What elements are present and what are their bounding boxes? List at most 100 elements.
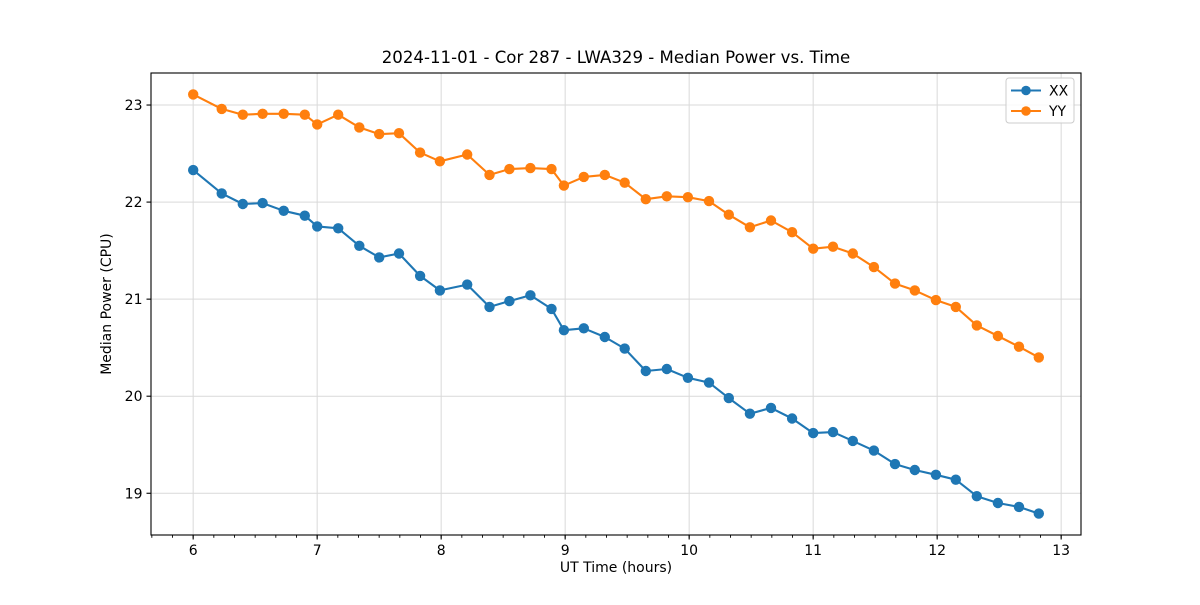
data-point-yy — [354, 122, 365, 133]
data-point-yy — [786, 227, 798, 238]
x-tick-label: 11 — [804, 543, 822, 559]
data-point-yy — [930, 294, 942, 306]
y-tick-label: 22 — [125, 195, 143, 211]
data-point-xx — [354, 240, 365, 251]
data-point-yy — [216, 103, 227, 115]
data-point-yy — [504, 163, 515, 175]
data-point-yy — [333, 109, 344, 120]
x-tick-label: 8 — [437, 543, 446, 559]
data-point-yy — [808, 243, 819, 254]
data-point-yy — [723, 209, 734, 220]
data-point-yy — [868, 261, 880, 273]
data-point-yy — [909, 285, 920, 296]
data-point-yy — [278, 108, 289, 120]
data-point-yy — [827, 241, 839, 252]
y-tick-label: 19 — [125, 486, 143, 502]
data-point-xx — [950, 474, 961, 485]
data-point-yy — [393, 128, 405, 139]
data-point-yy — [237, 109, 248, 120]
data-point-xx — [374, 252, 385, 263]
data-point-xx — [525, 290, 536, 301]
legend: XX YY — [1005, 77, 1075, 124]
data-point-yy — [188, 89, 199, 100]
plot-area — [151, 73, 1081, 535]
data-point-xx — [484, 301, 495, 313]
data-point-xx — [682, 372, 694, 383]
data-point-xx — [299, 210, 310, 221]
legend-label-yy: YY — [1048, 104, 1067, 120]
data-series — [188, 89, 1045, 519]
legend-marker-xx — [1021, 85, 1031, 96]
y-tick-label: 23 — [125, 98, 143, 114]
grid — [151, 73, 1081, 535]
data-point-yy — [546, 163, 557, 175]
data-point-yy — [299, 109, 310, 120]
data-point-yy — [1033, 352, 1045, 363]
data-point-xx — [1033, 508, 1045, 519]
data-point-yy — [525, 162, 536, 174]
data-point-yy — [992, 330, 1004, 342]
data-point-xx — [930, 469, 942, 480]
data-point-yy — [847, 248, 858, 259]
data-point-xx — [992, 497, 1004, 509]
data-point-yy — [682, 192, 694, 203]
x-axis-label: UT Time (hours) — [560, 560, 672, 576]
data-point-yy — [558, 180, 570, 191]
series-xx — [188, 164, 1045, 519]
data-point-yy — [578, 171, 589, 183]
data-point-xx — [546, 303, 557, 315]
data-point-yy — [599, 169, 610, 181]
data-point-yy — [889, 278, 901, 289]
data-point-yy — [765, 215, 777, 226]
data-point-xx — [661, 363, 672, 375]
data-point-yy — [484, 169, 495, 181]
x-tick-label: 7 — [313, 543, 322, 559]
data-point-xx — [278, 205, 289, 216]
data-point-yy — [462, 149, 473, 160]
data-point-xx — [599, 331, 610, 343]
data-point-yy — [950, 301, 961, 313]
y-axis-label: Median Power (CPU) — [99, 233, 115, 375]
tick-labels: 6 7 8 9 10 11 12 13 19 20 21 22 23 — [125, 98, 1070, 559]
data-point-xx — [312, 221, 323, 232]
x-tick-label: 9 — [561, 543, 570, 559]
data-point-xx — [827, 426, 839, 438]
data-point-xx — [786, 413, 798, 424]
data-point-xx — [393, 248, 405, 259]
y-tick-label: 21 — [125, 292, 143, 308]
chart-title: 2024-11-01 - Cor 287 - LWA329 - Median P… — [382, 48, 851, 67]
data-point-xx — [558, 325, 570, 336]
data-point-yy — [414, 147, 426, 158]
data-point-xx — [216, 188, 227, 199]
data-point-xx — [640, 365, 651, 377]
data-point-xx — [868, 445, 880, 456]
data-point-xx — [765, 402, 777, 414]
y-tick-label: 20 — [125, 389, 143, 405]
data-point-xx — [909, 464, 920, 476]
data-point-xx — [237, 198, 248, 210]
data-point-xx — [462, 279, 473, 290]
series-yy — [188, 89, 1045, 363]
axes-border — [150, 72, 1082, 536]
x-tick-label: 6 — [189, 543, 198, 559]
legend-label-xx: XX — [1049, 84, 1069, 100]
data-point-xx — [504, 295, 515, 307]
data-point-xx — [257, 197, 268, 209]
x-tick-label: 12 — [928, 543, 946, 559]
data-point-yy — [257, 108, 268, 120]
data-point-yy — [312, 119, 323, 130]
legend-marker-yy — [1021, 106, 1031, 116]
data-point-xx — [971, 491, 982, 502]
data-point-yy — [971, 320, 982, 331]
data-point-xx — [723, 392, 734, 404]
x-tick-label: 10 — [680, 543, 698, 559]
data-point-xx — [188, 164, 199, 176]
data-point-yy — [703, 195, 715, 207]
data-point-xx — [619, 343, 630, 354]
data-point-yy — [434, 156, 446, 167]
data-point-xx — [414, 270, 426, 282]
data-point-yy — [374, 128, 385, 140]
data-point-yy — [744, 222, 756, 233]
